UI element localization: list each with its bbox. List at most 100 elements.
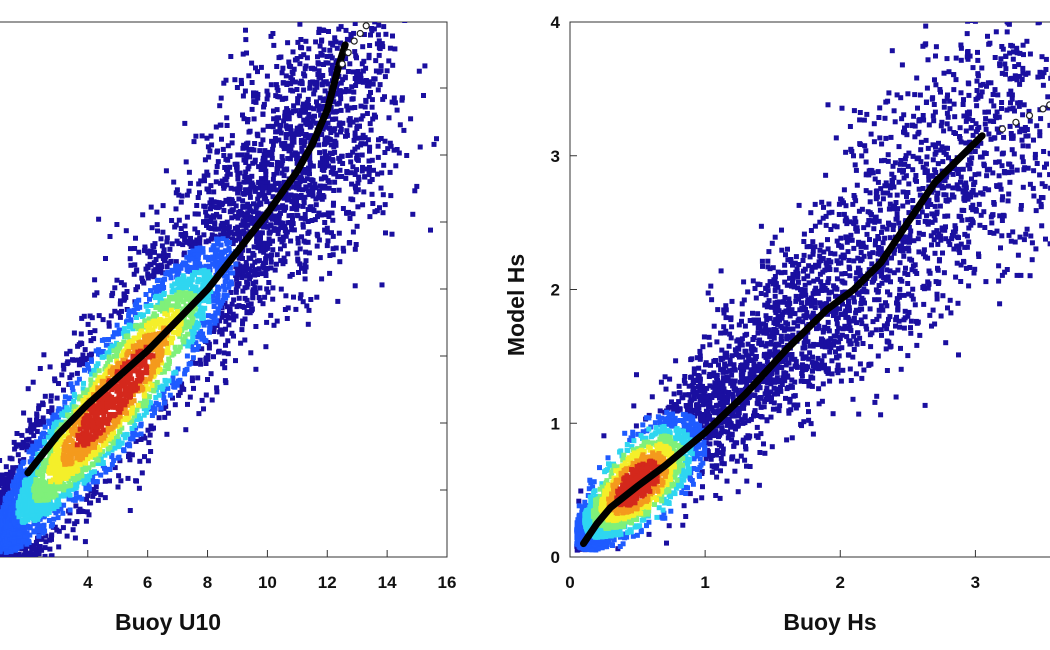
density-point — [38, 437, 44, 443]
density-point — [222, 358, 228, 364]
density-point — [264, 286, 270, 292]
density-point — [112, 465, 118, 471]
density-point — [318, 16, 323, 21]
density-point — [297, 261, 303, 267]
density-point — [167, 392, 173, 398]
density-point — [74, 428, 80, 434]
density-point — [187, 394, 193, 400]
density-point — [382, 94, 387, 100]
density-point — [294, 125, 300, 131]
density-point — [1, 564, 6, 569]
density-point — [120, 330, 126, 336]
density-point — [77, 506, 83, 512]
density-point — [299, 45, 305, 51]
density-point — [243, 160, 249, 165]
density-point — [268, 265, 274, 271]
density-point — [249, 80, 255, 85]
density-point — [69, 372, 75, 378]
density-point — [240, 93, 246, 99]
density-point — [146, 386, 152, 392]
density-point — [209, 232, 215, 238]
density-point — [62, 394, 68, 400]
density-point — [233, 289, 239, 295]
density-point — [212, 251, 218, 257]
density-point — [265, 123, 271, 129]
density-point — [15, 442, 21, 448]
density-point — [11, 562, 16, 567]
density-point — [349, 181, 355, 187]
density-point — [353, 117, 359, 123]
density-point — [240, 145, 246, 151]
density-point — [226, 322, 232, 328]
density-point — [280, 234, 286, 240]
density-point — [261, 101, 267, 107]
density-point — [252, 188, 258, 194]
density-point — [92, 372, 98, 378]
density-point — [235, 215, 241, 221]
density-point — [262, 294, 268, 300]
density-point — [112, 445, 118, 451]
density-point — [360, 132, 366, 138]
density-point — [102, 452, 108, 458]
density-point — [111, 458, 117, 463]
density-point — [42, 424, 48, 430]
density-point — [278, 54, 284, 60]
density-point — [150, 356, 155, 362]
density-point — [325, 60, 331, 66]
density-point — [50, 502, 56, 508]
density-point — [161, 292, 167, 297]
density-point — [344, 210, 349, 216]
density-point — [78, 331, 84, 337]
density-point — [82, 539, 88, 545]
density-point — [297, 113, 303, 119]
density-point — [150, 347, 156, 353]
density-point — [329, 62, 335, 68]
density-point — [375, 87, 381, 93]
density-point — [66, 496, 72, 502]
density-point — [179, 262, 185, 268]
density-point — [41, 430, 47, 436]
density-point — [222, 220, 228, 226]
density-point — [138, 387, 144, 393]
density-point — [245, 166, 251, 172]
density-point — [260, 243, 266, 249]
density-point — [0, 476, 5, 482]
density-point — [234, 164, 240, 170]
density-point — [142, 319, 148, 325]
density-point — [387, 140, 393, 146]
density-point — [355, 180, 361, 186]
density-point — [294, 156, 300, 161]
density-point — [285, 40, 291, 46]
density-point — [134, 407, 140, 413]
density-point — [141, 280, 147, 286]
density-point — [231, 333, 236, 339]
density-point — [166, 356, 172, 362]
density-point — [248, 350, 254, 356]
density-point — [263, 269, 269, 275]
density-point — [231, 297, 237, 303]
density-point — [186, 188, 192, 194]
density-point — [140, 345, 146, 351]
density-point — [151, 260, 157, 266]
density-point — [209, 397, 215, 403]
density-point — [126, 308, 132, 314]
density-point — [168, 339, 174, 345]
density-point — [278, 258, 284, 264]
density-point — [69, 431, 75, 437]
density-point — [350, 69, 356, 75]
density-point — [309, 218, 315, 223]
density-point — [109, 462, 115, 468]
density-point — [196, 301, 202, 307]
density-point — [49, 410, 55, 416]
density-point — [157, 357, 163, 363]
density-point — [257, 285, 263, 291]
density-point — [184, 214, 190, 220]
density-point — [352, 14, 357, 19]
density-point — [294, 160, 300, 166]
density-point — [331, 200, 336, 206]
density-point — [169, 283, 175, 289]
density-point — [352, 130, 358, 136]
density-point — [289, 152, 295, 158]
density-point — [164, 317, 170, 323]
density-point — [343, 27, 349, 33]
